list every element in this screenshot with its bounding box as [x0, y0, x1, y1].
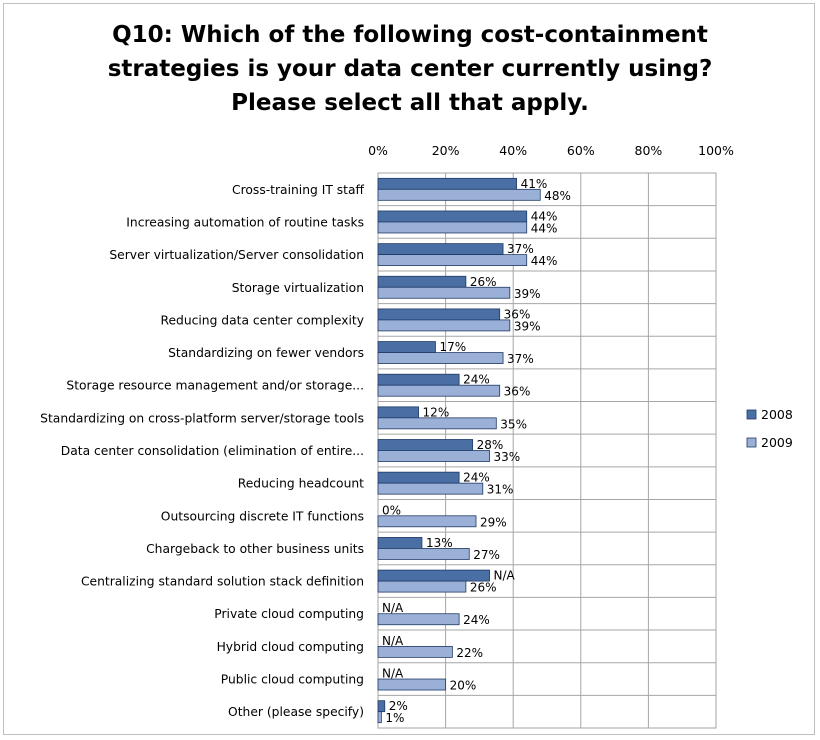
category-label: Private cloud computing [214, 607, 364, 621]
bar-2009 [377, 352, 504, 364]
category-label: Centralizing standard solution stack def… [81, 575, 364, 589]
bar-2009 [377, 384, 501, 397]
chart-title-line-1: Q10: Which of the following cost-contain… [112, 22, 708, 48]
bar-2009 [377, 711, 382, 724]
data-label-2008: 12% [423, 405, 450, 419]
data-label-2008: N/A [382, 667, 404, 681]
bar-2008 [377, 308, 501, 321]
legend-swatch-2008 [746, 409, 757, 420]
data-label-2009: 27% [473, 548, 500, 562]
data-label-2008: N/A [494, 569, 516, 583]
category-label: Standardizing on cross-platform server/s… [40, 411, 364, 425]
bar-2008 [377, 569, 490, 582]
bar-2009 [377, 482, 484, 495]
category-label: Outsourcing discrete IT functions [161, 509, 364, 523]
bar-2009 [377, 417, 497, 430]
data-label-2009: 36% [504, 385, 531, 399]
x-tick-label: 80% [635, 143, 663, 158]
data-label-2009: 1% [385, 711, 404, 725]
category-label: Other (please specify) [228, 705, 364, 719]
bar-2009 [377, 645, 453, 658]
bar-2009 [377, 613, 460, 626]
bar-2009 [377, 286, 511, 299]
data-label-2008: 24% [463, 373, 490, 387]
data-label-2008: 36% [504, 307, 531, 321]
bar-2009 [377, 450, 490, 462]
chart-title-line-2: strategies is your data center currently… [107, 56, 713, 82]
bar-2009 [377, 548, 470, 560]
category-label: Reducing data center complexity [160, 313, 364, 327]
data-label-2008: 13% [426, 536, 453, 550]
data-label-2009: 22% [456, 646, 483, 660]
data-label-2008: 28% [477, 438, 504, 452]
category-label: Increasing automation of routine tasks [126, 215, 364, 229]
data-label-2008: 41% [521, 177, 548, 191]
category-label: Hybrid cloud computing [217, 640, 364, 654]
data-label-2009: 48% [544, 189, 571, 203]
bar-2008 [377, 537, 423, 549]
bar-2008 [377, 341, 436, 353]
data-label-2009: 33% [494, 450, 521, 464]
category-label: Chargeback to other business units [146, 542, 364, 556]
data-label-2009: 44% [531, 221, 558, 235]
data-label-2009: 24% [463, 613, 490, 627]
data-label-2008: 26% [470, 275, 497, 289]
data-label-2009: 35% [500, 417, 527, 431]
x-tick-label: 20% [432, 143, 460, 158]
data-label-2008: 44% [531, 209, 558, 223]
bar-2009 [377, 678, 446, 691]
legend-label-2009: 2009 [761, 435, 793, 450]
category-label: Reducing headcount [238, 477, 364, 491]
category-label: Cross-training IT staff [232, 183, 365, 197]
bar-2009 [377, 580, 467, 593]
data-label-2009: 44% [531, 254, 558, 268]
bar-2008 [377, 177, 517, 190]
category-label: Storage resource management and/or stora… [66, 379, 364, 393]
category-label: Server virtualization/Server consolidati… [109, 248, 364, 262]
data-label-2008: 17% [439, 340, 466, 354]
x-tick-label: 100% [698, 143, 734, 158]
chart-title-line-3: Please select all that apply. [231, 90, 589, 116]
legend-label-2008: 2008 [761, 407, 793, 422]
category-label: Public cloud computing [221, 673, 364, 687]
bar-2008 [377, 471, 460, 484]
data-label-2008: 2% [389, 699, 408, 713]
data-label-2009: 39% [514, 287, 541, 301]
data-label-2008: 24% [463, 471, 490, 485]
data-label-2009: 26% [470, 581, 497, 595]
bar-2008 [377, 275, 467, 288]
bar-2009 [377, 319, 511, 332]
bar-2008 [377, 700, 386, 713]
bar-2008 [377, 373, 460, 386]
data-label-2009: 39% [514, 319, 541, 333]
data-label-2008: 0% [382, 503, 401, 517]
data-label-2009: 29% [480, 515, 507, 529]
data-label-2008: N/A [382, 634, 404, 648]
bar-2008 [377, 439, 474, 451]
bar-2008 [377, 243, 504, 256]
data-label-2008: N/A [382, 601, 404, 615]
x-tick-label: 40% [499, 143, 527, 158]
x-tick-label: 0% [368, 143, 388, 158]
x-tick-label: 60% [567, 143, 595, 158]
category-label: Storage virtualization [232, 281, 364, 295]
data-label-2009: 37% [507, 352, 534, 366]
bar-2008 [377, 406, 419, 419]
data-label-2009: 20% [450, 679, 477, 693]
category-label: Standardizing on fewer vendors [168, 346, 364, 360]
data-label-2009: 31% [487, 483, 514, 497]
data-label-2008: 37% [507, 242, 534, 256]
category-label: Data center consolidation (elimination o… [61, 444, 364, 458]
bar-2008 [377, 210, 528, 223]
legend-swatch-2009 [746, 437, 757, 448]
bar-2009 [377, 221, 528, 234]
bar-2009 [377, 515, 477, 528]
bar-2009 [377, 188, 541, 201]
bar-2009 [377, 254, 528, 267]
